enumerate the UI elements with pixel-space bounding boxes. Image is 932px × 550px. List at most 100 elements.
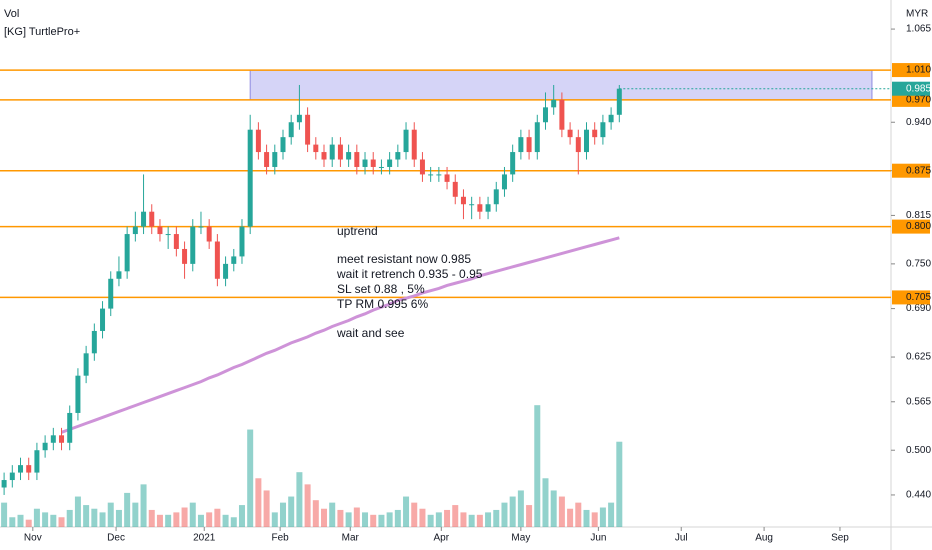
candle-body [411,129,417,160]
level-label-bg [892,219,930,234]
level-label: 1.010 [906,65,931,76]
volume-bar [550,490,557,527]
candle-body [444,174,450,182]
candle-body [477,204,483,212]
candle-body [575,137,581,153]
x-tick-label: Nov [24,533,42,544]
candle-body [42,442,48,451]
candle-body [67,412,73,443]
volume-bar [394,509,401,527]
candle-body [526,137,532,153]
volume-bar [370,514,377,527]
volume-bar [452,505,459,527]
annotation: SL set 0.88 , 5% [337,282,425,296]
volume-bar [476,514,483,527]
candle-body [362,159,368,167]
y-tick-label: 0.940 [906,117,931,128]
volume-bar [435,512,442,527]
candle-body [419,159,425,175]
candle-body [272,152,278,167]
candle-body [616,88,622,115]
volume-bar [312,500,319,527]
indicator-label: [KG] TurtlePro+ [4,26,80,38]
candle-body [354,152,360,167]
candle-body [551,99,557,108]
candle-body [452,181,458,197]
moving-average [61,236,620,434]
x-tick-label: Mar [342,533,360,544]
volume-bar [542,478,549,527]
volume-bar [353,507,360,527]
candle-body [9,472,15,481]
annotation: uptrend [337,224,378,238]
candle-body [583,129,589,153]
candle-body [370,159,376,167]
candle-body [34,450,40,473]
volume-bar [165,514,172,527]
volume-bar [279,502,286,527]
candle-body [190,226,196,264]
resistance-zone [249,69,873,101]
y-tick-label: 0.565 [906,396,931,407]
level-label: 0.800 [906,221,931,232]
candle-body [59,435,65,443]
volume-bar [378,514,385,527]
candle-body [239,226,245,257]
y-tick-label: 0.690 [906,303,931,314]
candle-body [141,211,147,227]
volume-bar [156,514,163,527]
candle-body [469,204,475,206]
x-tick-label: Jun [590,533,606,544]
candle-body [329,144,335,160]
candle-body [288,122,294,138]
candle-body [592,129,598,138]
volume-bar [173,512,180,527]
candle-body [337,144,343,160]
last-price-bg [892,81,930,96]
candle-body [149,211,155,227]
y-tick-label: 0.440 [906,490,931,501]
annotation: meet resistant now 0.985 [337,252,471,266]
volume-bar [296,472,303,527]
volume-bar [181,507,188,527]
candle-body [223,263,229,279]
volume-bar [58,517,65,527]
volume-bar [337,509,344,527]
candle-body [182,248,188,264]
volume-bar [230,517,237,527]
level-label-bg [892,290,930,305]
level-label-bg [892,63,930,78]
candle-body [296,114,302,123]
volume-bar [567,508,574,527]
candle-body [255,129,261,153]
volume-bar [83,505,90,527]
annotation: TP RM 0.995 6% [337,297,428,311]
level-label: 0.970 [906,95,931,106]
volume-bar [263,490,270,527]
candle-body [165,234,171,236]
x-tick-label: Jul [675,533,688,544]
volume-bar [247,429,254,527]
volume-bar [509,496,516,527]
volume-bar [460,512,467,527]
candle-body [91,330,97,354]
volume-bar [189,502,196,527]
candle-body [321,152,327,160]
candle-body [26,465,32,473]
candle-body [600,122,606,138]
candle-body [18,465,24,473]
y-tick-label: 0.750 [906,259,931,270]
x-tick-label: Feb [272,533,290,544]
level-label: 0.875 [906,165,931,176]
volume-bar [271,512,278,527]
volume-bar [25,519,32,527]
volume-bar [386,512,393,527]
volume-bar [9,517,16,527]
volume-bar [517,490,524,527]
volume-bar [124,492,131,527]
volume-bar [115,509,122,527]
volume-bar [99,512,106,527]
volume-bar [616,441,623,527]
last-price-label: 0.985 [906,83,931,94]
